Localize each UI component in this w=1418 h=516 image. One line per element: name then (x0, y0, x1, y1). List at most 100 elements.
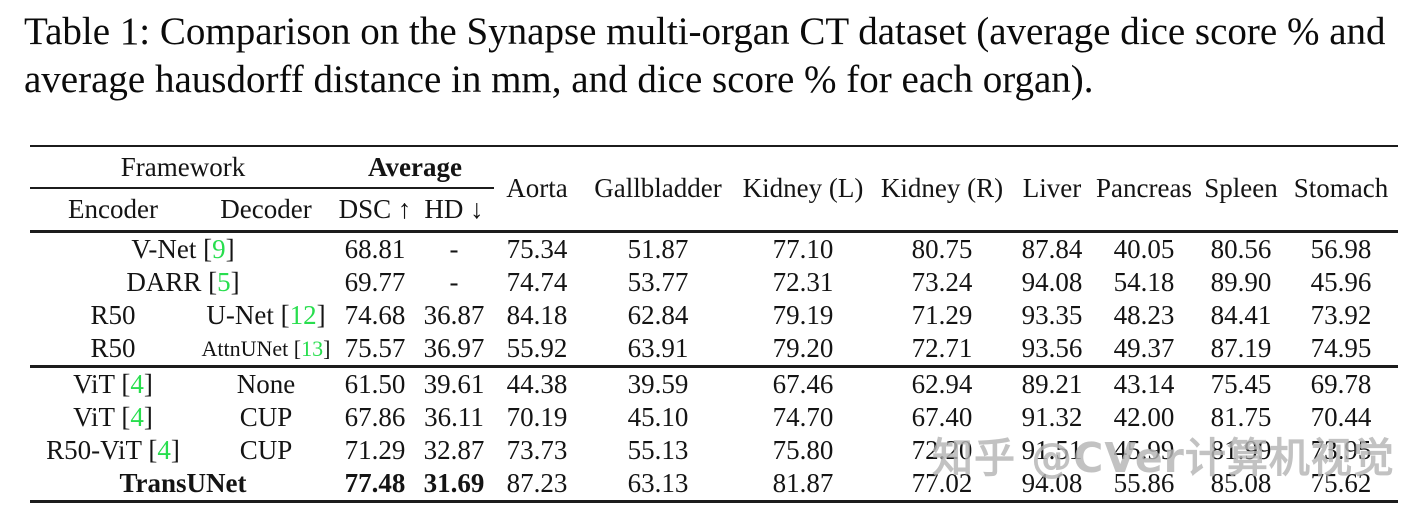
organ-score-cell: 84.18 (506, 300, 568, 330)
table-row-vit-none: ViT [4] None 61.50 39.61 44.38 39.59 67.… (30, 367, 1398, 402)
organ-score-cell: 54.18 (1113, 267, 1175, 297)
organ-score-cell: 45.10 (627, 402, 689, 432)
organ-score-cell: 74.95 (1310, 333, 1372, 363)
col-header-organ-liver: Liver (1022, 173, 1082, 203)
framework-cell: TransUNet (119, 468, 247, 498)
table-row-vit-cup: ViT [4] CUP 67.86 36.11 70.19 45.10 74.7… (30, 401, 1398, 434)
organ-score-cell: 72.20 (911, 435, 973, 465)
dsc-cell: 75.57 (344, 333, 406, 363)
organ-score-cell: 63.91 (627, 333, 689, 363)
organ-score-cell: 94.08 (1021, 468, 1083, 498)
organ-score-cell: 84.41 (1210, 300, 1272, 330)
organ-score-cell: 44.38 (506, 369, 568, 399)
header-row-subcolumns: Encoder Decoder DSC ↑ HD ↓ (30, 188, 1398, 232)
col-header-organ-kidney-l: Kidney (L) (742, 173, 864, 203)
organ-score-cell: 40.05 (1113, 234, 1175, 264)
comparison-table-container: Framework Average Aorta Gallbladder Kidn… (30, 145, 1399, 503)
dsc-cell: 61.50 (344, 369, 406, 399)
col-header-encoder: Encoder (68, 194, 158, 224)
organ-score-cell: 81.87 (772, 468, 834, 498)
encoder-cell: ViT [4] (30, 401, 196, 434)
zhihu-watermark: 知乎 @CVer计算机视觉 (932, 434, 1395, 482)
organ-score-cell: 81.75 (1210, 402, 1272, 432)
organ-score-cell: 48.23 (1113, 300, 1175, 330)
organ-score-cell: 74.74 (506, 267, 568, 297)
organ-score-cell: 51.87 (627, 234, 689, 264)
organ-score-cell: 73.95 (1310, 435, 1372, 465)
encoder-cell: R50 (90, 300, 136, 330)
hd-cell: 39.61 (423, 369, 485, 399)
hd-cell: 36.11 (424, 402, 484, 432)
organ-score-cell: 73.73 (506, 435, 568, 465)
organ-score-cell: 94.08 (1021, 267, 1083, 297)
organ-score-cell: 87.84 (1021, 234, 1083, 264)
organ-score-cell: 91.51 (1021, 435, 1083, 465)
hd-cell: - (449, 234, 459, 264)
organ-score-cell: 73.24 (911, 267, 973, 297)
table-caption: Table 1: Comparison on the Synapse multi… (24, 10, 1386, 101)
cite-number: 4 (157, 435, 171, 465)
model-name: V-Net (131, 234, 197, 264)
decoder-cell: None (236, 369, 296, 399)
organ-score-cell: 80.75 (911, 234, 973, 264)
cite-bracket: [ (121, 402, 131, 432)
framework-cell: DARR [5] (30, 266, 336, 299)
organ-score-cell: 93.35 (1021, 300, 1083, 330)
dsc-cell: 67.86 (344, 402, 406, 432)
decoder-cell: U-Net [12] (196, 299, 336, 332)
organ-score-cell: 63.13 (627, 468, 689, 498)
col-header-hd: HD ↓ (424, 194, 484, 224)
organ-score-cell: 87.23 (506, 468, 568, 498)
table-row-transunet: TransUNet 77.48 31.69 87.23 63.13 81.87 … (30, 467, 1398, 502)
organ-score-cell: 69.78 (1310, 369, 1372, 399)
organ-score-cell: 42.00 (1113, 402, 1175, 432)
organ-score-cell: 67.46 (772, 369, 834, 399)
model-name: ViT (73, 402, 115, 432)
organ-score-cell: 79.19 (772, 300, 834, 330)
organ-score-cell: 72.31 (772, 267, 834, 297)
col-header-decoder: Decoder (220, 194, 312, 224)
comparison-table: Framework Average Aorta Gallbladder Kidn… (30, 145, 1399, 503)
cite-number: 13 (301, 335, 324, 361)
hd-cell: 36.97 (423, 333, 485, 363)
dsc-cell: 71.29 (344, 435, 406, 465)
cite-bracket: [ (148, 435, 158, 465)
decoder-cell: AttnUNet [13] (196, 332, 336, 367)
organ-score-cell: 87.19 (1210, 333, 1272, 363)
organ-score-cell: 74.70 (772, 402, 834, 432)
cite-bracket: ] (225, 234, 235, 264)
model-name: U-Net (206, 300, 274, 330)
col-header-average: Average (336, 146, 495, 189)
cite-bracket: ] (323, 335, 331, 361)
organ-score-cell: 43.14 (1113, 369, 1175, 399)
encoder-cell: R50-ViT [4] (30, 434, 196, 467)
organ-score-cell: 75.34 (506, 234, 568, 264)
decoder-cell: CUP (239, 435, 293, 465)
col-header-organ-aorta: Aorta (506, 173, 568, 203)
hd-cell: - (449, 267, 459, 297)
model-name: R50-ViT (46, 435, 142, 465)
cite-number: 5 (217, 267, 231, 297)
organ-score-cell: 73.92 (1310, 300, 1372, 330)
cite-bracket: ] (143, 369, 153, 399)
encoder-cell: ViT [4] (30, 367, 196, 402)
organ-score-cell: 75.45 (1210, 369, 1272, 399)
col-header-organ-stomach: Stomach (1293, 173, 1389, 203)
organ-score-cell: 77.02 (911, 468, 973, 498)
cite-bracket: ] (143, 402, 153, 432)
cite-bracket: [ (293, 335, 302, 361)
organ-score-cell: 75.62 (1310, 468, 1372, 498)
col-header-organ-pancreas: Pancreas (1096, 173, 1192, 203)
organ-score-cell: 91.32 (1021, 402, 1083, 432)
dsc-cell: 74.68 (344, 300, 406, 330)
organ-score-cell: 45.96 (1310, 267, 1372, 297)
cite-bracket: [ (203, 234, 213, 264)
dsc-cell: 69.77 (344, 267, 406, 297)
dsc-cell: 77.48 (344, 468, 406, 498)
col-header-framework: Framework (30, 146, 336, 189)
organ-score-cell: 62.94 (911, 369, 973, 399)
model-name: ViT (73, 369, 115, 399)
organ-score-cell: 77.10 (772, 234, 834, 264)
organ-score-cell: 79.20 (772, 333, 834, 363)
organ-score-cell: 55.92 (506, 333, 568, 363)
